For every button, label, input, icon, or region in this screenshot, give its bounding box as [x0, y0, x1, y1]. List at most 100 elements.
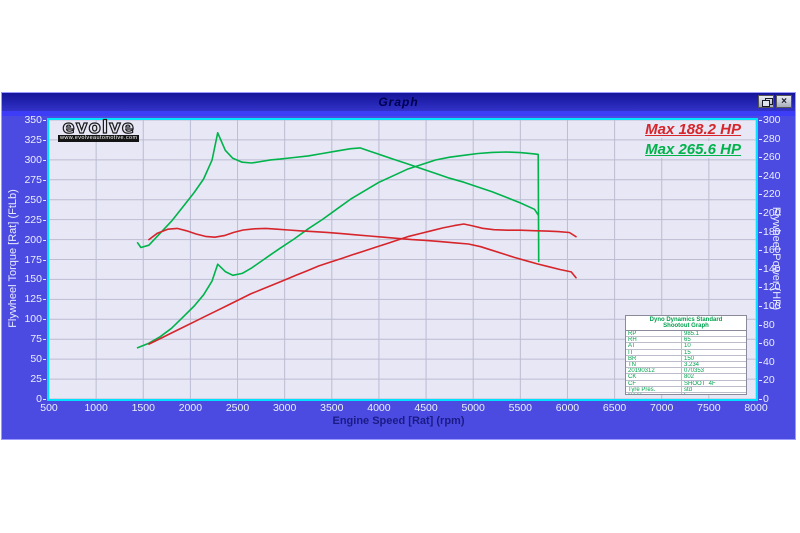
run-info-label: Tyre Pres.: [626, 386, 682, 392]
tick-mark: [43, 139, 46, 141]
tick-mark: [43, 199, 46, 201]
graph-window: Graph × Flywheel Torque [Rat] (FtLb) Fly…: [1, 92, 796, 440]
titlebar-accent-strip: [2, 111, 795, 116]
run-info-label: 20190312: [626, 368, 682, 374]
right-tick-label: 100: [763, 300, 781, 312]
max-power-red-label: Max 188.2 HP: [643, 121, 743, 138]
tick-mark: [759, 138, 762, 140]
x-tick-label: 6500: [602, 402, 627, 414]
right-tick-label: 240: [763, 169, 781, 182]
left-tick-label: 250: [24, 193, 42, 206]
titlebar[interactable]: Graph ×: [2, 93, 795, 111]
run-info-row: AT 10: [626, 343, 746, 350]
right-tick-label: 280: [763, 132, 781, 145]
right-tick-label: 300: [763, 114, 781, 126]
run-info-label: Gear: [626, 392, 682, 394]
tick-mark: [759, 399, 762, 400]
x-tick-label: 2000: [178, 402, 203, 414]
tick-mark: [43, 299, 46, 301]
run-info-row: Tyre Pres. std: [626, 386, 746, 393]
evolve-logo-url: www.evolveautomotive.com: [58, 135, 140, 142]
run-info-header-line2: Shootout Graph: [663, 323, 709, 329]
x-tick-label: 500: [40, 402, 58, 414]
tick-mark: [43, 179, 46, 181]
run-info-row: CF SHOOT_4F: [626, 380, 746, 387]
left-tick-label: 100: [24, 313, 42, 326]
x-tick-label: 7500: [697, 402, 721, 414]
run-info-value: 5: [682, 393, 746, 394]
tick-mark: [759, 324, 762, 326]
run-info-row: RH 65: [626, 337, 746, 344]
close-icon[interactable]: ×: [776, 95, 792, 108]
run-info-value: 802: [684, 374, 695, 381]
left-tick-label: 200: [24, 233, 42, 246]
run-info-value: 3.234: [684, 361, 700, 368]
green-power-hp-curve: [136, 151, 540, 349]
right-tick-label: 80: [763, 318, 775, 331]
tick-mark: [759, 380, 762, 382]
run-info-label: CF: [626, 380, 682, 386]
run-info-value: 10: [684, 343, 691, 350]
right-tick-label: 120: [763, 281, 781, 294]
run-info-label: RH: [626, 337, 682, 343]
run-info-row: RP 985.1: [626, 331, 746, 338]
left-tick-label: 225: [24, 213, 42, 226]
restore-square-front: [762, 100, 770, 107]
tick-mark: [759, 343, 762, 345]
tick-mark: [759, 268, 762, 270]
evolve-logo-text: evolve: [62, 117, 135, 138]
left-tick-label: 0: [36, 393, 42, 405]
run-info-header-line1: Dyno Dynamics Standard: [649, 317, 723, 323]
x-tick-label: 3500: [320, 402, 344, 414]
x-axis-title: Engine Speed [Rat] (rpm): [332, 415, 465, 427]
tick-mark: [759, 213, 762, 214]
restore-icon[interactable]: [758, 95, 774, 108]
run-info-row: Gear5: [626, 392, 746, 394]
tick-mark: [43, 379, 46, 381]
x-tick-label: 4000: [367, 402, 391, 414]
run-info-label: AT: [626, 343, 682, 349]
red-torque-ftlb-curve: [148, 227, 577, 279]
left-tick-label: 25: [30, 373, 42, 386]
right-tick-label: 220: [763, 188, 781, 201]
left-tick-label: 150: [24, 273, 42, 286]
tick-mark: [759, 157, 762, 159]
run-info-row: IT 15: [626, 349, 746, 356]
tick-mark: [43, 219, 46, 221]
left-tick-label: 350: [24, 114, 42, 126]
run-info-value: 150: [684, 355, 695, 362]
run-info-rows: RP 985.1 RH 65 AT 10 IT 15 BR 150 TN 3.234 20190312 0…: [626, 331, 746, 394]
x-tick-label: 8000: [744, 402, 768, 414]
run-info-value: SHOOT_4F: [684, 380, 716, 387]
x-tick-label: 5000: [461, 402, 485, 414]
run-info-label: BR: [626, 355, 682, 361]
tick-mark: [759, 231, 762, 233]
tick-mark: [759, 250, 762, 252]
tick-mark: [759, 194, 762, 196]
red-power-hp-curve: [148, 223, 577, 345]
tick-mark: [43, 399, 46, 400]
right-tick-label: 200: [763, 207, 781, 219]
x-tick-label: 2500: [225, 402, 250, 414]
x-tick-label: 7000: [650, 402, 674, 414]
right-tick-label: 60: [763, 337, 775, 350]
left-tick-label: 275: [24, 173, 42, 186]
right-tick-label: 20: [763, 374, 775, 387]
right-tick-label: 260: [763, 151, 781, 164]
evolve-logo: evolve www.evolveautomotive.com: [58, 117, 140, 142]
right-tick-label: 0: [763, 393, 769, 405]
window-controls: ×: [758, 95, 792, 108]
left-tick-label: 300: [24, 153, 42, 166]
tick-mark: [759, 287, 762, 289]
x-tick-label: 1000: [84, 402, 108, 414]
left-tick-label: 75: [30, 333, 42, 346]
run-info-label: IT: [626, 349, 682, 355]
tick-mark: [759, 306, 762, 307]
tick-mark: [43, 239, 46, 241]
max-power-green-label: Max 265.6 HP: [643, 141, 743, 158]
run-info-row: BR 150: [626, 355, 746, 362]
run-info-label: RP: [626, 331, 682, 337]
run-info-value: 070353: [684, 368, 705, 375]
run-info-header: Dyno Dynamics Standard Shootout Graph: [626, 316, 746, 331]
left-tick-label: 50: [30, 353, 42, 366]
